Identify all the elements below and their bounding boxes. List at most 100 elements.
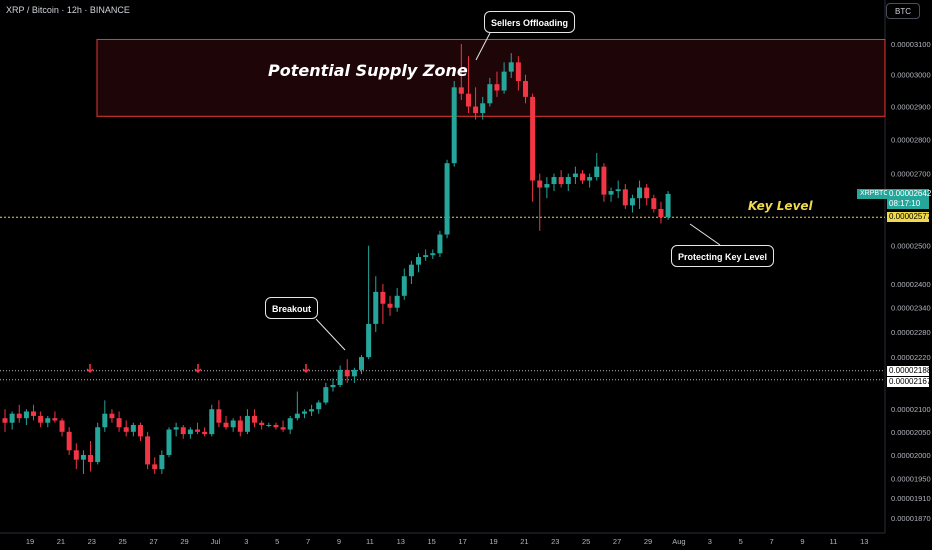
x-tick-label: 29 <box>180 537 188 546</box>
candle-up <box>244 415 250 432</box>
x-tick-label: 17 <box>458 537 466 546</box>
candle-down <box>59 420 65 432</box>
key-level-label: Key Level <box>748 199 813 213</box>
x-tick-label: 13 <box>860 537 868 546</box>
x-tick-label: 11 <box>830 537 838 546</box>
candle-up <box>373 291 379 324</box>
resistance-low-tag: 0.00002167 <box>887 377 932 387</box>
candle-down <box>515 62 521 82</box>
down-arrow-icon <box>194 364 202 374</box>
candle-down <box>216 409 222 423</box>
y-tick-label: 0.00003100 <box>891 40 931 49</box>
x-tick-label: 13 <box>397 537 405 546</box>
candle-up <box>451 87 457 164</box>
candle-up <box>130 424 136 432</box>
y-tick-label: 0.00002900 <box>891 103 931 112</box>
candle-up <box>587 177 593 181</box>
breakout-callout: Breakout <box>265 297 319 319</box>
candle-up <box>95 427 101 463</box>
candle-down <box>530 96 536 181</box>
candle-down <box>522 81 528 97</box>
candle-up <box>423 255 429 258</box>
candle-down <box>38 415 44 423</box>
candle-up <box>430 253 436 256</box>
x-tick-label: 5 <box>739 537 743 546</box>
candle-up <box>173 427 179 430</box>
candle-up <box>209 409 215 435</box>
y-tick-label: 0.00001910 <box>891 494 931 503</box>
candle-down <box>66 431 72 451</box>
candle-down <box>2 418 8 423</box>
x-tick-label: 9 <box>337 537 341 546</box>
candle-up <box>444 163 450 235</box>
down-arrow-icon <box>86 364 94 374</box>
candle-up <box>23 411 29 419</box>
candle-up <box>102 413 108 428</box>
candle-up <box>437 234 443 254</box>
candle-up <box>166 429 172 455</box>
y-tick-label: 0.00002100 <box>891 405 931 414</box>
currency-button[interactable]: BTC <box>886 3 920 19</box>
candle-up <box>416 257 422 265</box>
candle-up <box>544 184 550 188</box>
candle-down <box>137 424 143 437</box>
candle-up <box>572 173 578 178</box>
sellers-pointer <box>475 32 491 61</box>
chart-title: XRP / Bitcoin · 12h · BINANCE <box>6 5 130 15</box>
candle-down <box>658 208 664 218</box>
candle-down <box>601 166 607 195</box>
candle-down <box>558 177 564 185</box>
candle-down <box>73 450 79 460</box>
x-tick-label: 27 <box>149 537 157 546</box>
candle-up <box>637 187 643 199</box>
x-tick-label: Aug <box>672 537 685 546</box>
candle-down <box>180 427 186 435</box>
candle-down <box>280 427 286 430</box>
candle-down <box>580 173 586 181</box>
last-price-tag: 0.00002642 <box>887 189 932 199</box>
candle-up <box>9 413 15 423</box>
x-tick-label: 5 <box>275 537 279 546</box>
candle-down <box>145 436 151 465</box>
candle-up <box>394 295 400 308</box>
candle-up <box>266 424 272 426</box>
candle-up <box>366 323 372 358</box>
candle-up <box>323 387 329 403</box>
candle-up <box>159 454 165 470</box>
sellers-offloading-callout: Sellers Offloading <box>484 11 576 33</box>
candle-down <box>387 303 393 308</box>
candle-up <box>665 193 671 218</box>
countdown-tag: 08:17:10 <box>887 199 929 209</box>
candle-down <box>52 418 58 421</box>
key-level-price-tag: 0.00002577 <box>887 212 932 222</box>
y-tick-label: 0.00001870 <box>891 514 931 523</box>
x-tick-label: 7 <box>770 537 774 546</box>
candle-up <box>487 84 493 104</box>
supply-zone-label: Potential Supply Zone <box>268 61 468 80</box>
resistance-high-tag: 0.00002188 <box>887 366 932 376</box>
y-tick-label: 0.00002400 <box>891 280 931 289</box>
x-tick-label: 19 <box>26 537 34 546</box>
candle-up <box>565 177 571 185</box>
candle-up <box>45 418 51 423</box>
symbol-tag: XRPBTC <box>857 189 892 199</box>
candle-up <box>508 62 514 72</box>
x-tick-label: 3 <box>708 537 712 546</box>
candle-down <box>223 422 229 428</box>
protecting-key-level-callout: Protecting Key Level <box>671 245 775 267</box>
x-tick-label: Jul <box>211 537 221 546</box>
x-tick-label: 9 <box>800 537 804 546</box>
candle-down <box>622 189 628 206</box>
candle-down <box>380 291 386 304</box>
candle-up <box>408 264 414 277</box>
candle-down <box>259 422 265 425</box>
candle-down <box>202 431 208 435</box>
candle-down <box>237 420 243 432</box>
candle-up <box>615 189 621 192</box>
y-tick-label: 0.00002500 <box>891 242 931 251</box>
breakout-pointer <box>315 318 346 351</box>
x-tick-label: 11 <box>366 537 374 546</box>
x-tick-label: 21 <box>57 537 65 546</box>
candle-up <box>337 369 343 385</box>
